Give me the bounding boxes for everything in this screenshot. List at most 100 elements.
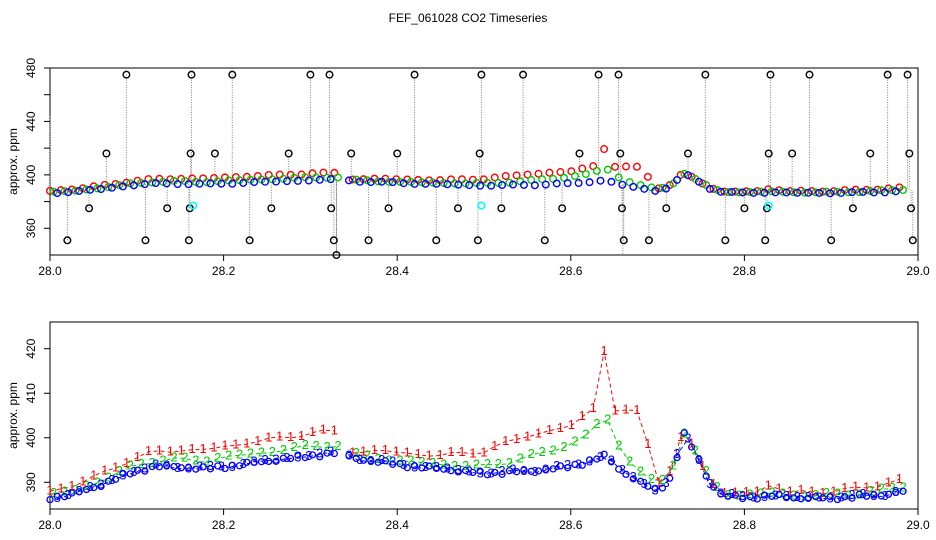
series-3-marker: 3: [848, 487, 855, 502]
series-2-marker: 2: [61, 483, 68, 498]
bottom-x-tick-label: 28.4: [386, 518, 410, 532]
series-3-point: [432, 179, 441, 188]
series-2-point: [560, 173, 569, 182]
flagged-point: [85, 204, 94, 213]
series-3-marker: 3: [695, 452, 702, 467]
series-1-point: [556, 168, 565, 177]
series-3-circle: [68, 489, 76, 497]
series-2-marker: 2: [214, 450, 221, 465]
series-3-circle: [542, 465, 550, 474]
series-1-point: [600, 145, 609, 154]
series-3-marker: 3: [728, 486, 735, 501]
series-1-marker: 1: [404, 445, 411, 460]
series-3-marker: 3: [433, 459, 440, 474]
series-2-point: [82, 185, 91, 194]
series-3-circle: [862, 492, 871, 500]
series-3-point: [694, 177, 703, 186]
series-3-point: [738, 188, 747, 197]
series-1-point: [611, 162, 620, 171]
series-1-point: [545, 168, 554, 177]
series-1-marker: 1: [232, 437, 239, 452]
series-2-marker: 2: [72, 482, 79, 497]
series-3-point: [673, 175, 682, 184]
series-3-point: [563, 179, 572, 188]
series-3-circle: [709, 483, 718, 491]
series-2-marker: 2: [473, 456, 480, 471]
series-3-point: [129, 181, 138, 190]
series-3-point: [140, 180, 149, 189]
flagged-point: [163, 204, 172, 213]
series-1-point: [534, 169, 543, 178]
flagged-point: [284, 149, 293, 158]
series-2-point: [658, 183, 667, 192]
series-3-marker: 3: [163, 458, 170, 473]
series-3-marker: 3: [174, 460, 181, 475]
bottom-y-tick-label: 420: [24, 338, 38, 358]
series-1-marker: 1: [601, 343, 608, 358]
series-3-marker: 3: [750, 489, 757, 504]
series-2-marker: 2: [170, 449, 177, 464]
series-3-marker: 3: [422, 459, 429, 474]
series-2-point: [538, 175, 547, 184]
series-1-marker: 1: [491, 438, 498, 453]
series-3-circle: [359, 456, 368, 464]
series-3-marker: 3: [444, 460, 451, 475]
series-2-marker: 2: [236, 447, 243, 462]
series-1-marker: 1: [557, 420, 564, 435]
flagged-point: [228, 70, 237, 79]
series-3-circle: [184, 463, 193, 472]
series-1-marker: 1: [382, 442, 389, 457]
series-3-circle: [593, 455, 601, 463]
series-3-circle: [636, 477, 645, 485]
top-y-axis-label: approx. ppm: [6, 128, 20, 195]
series-2-marker: 2: [127, 458, 134, 473]
flagged-point: [329, 236, 338, 245]
series-2-point: [767, 187, 776, 196]
series-1-marker: 1: [360, 444, 367, 459]
series-2-marker: 2: [429, 455, 436, 470]
series-2-point: [450, 179, 459, 188]
series-3-point: [272, 177, 281, 186]
series-2-marker: 2: [484, 456, 491, 471]
series-2-point: [833, 187, 842, 196]
series-2-marker: 2: [528, 446, 535, 461]
flagged-point: [788, 149, 797, 158]
series-3-circle: [841, 493, 849, 501]
bottom-x-tick-label: 28.6: [559, 518, 583, 532]
top-x-tick-label: 29.0: [906, 264, 930, 278]
series-3-circle: [141, 467, 149, 475]
flagged-point: [540, 236, 549, 245]
series-3-point: [118, 182, 127, 191]
series-1-marker: 1: [786, 484, 793, 499]
series-2-marker: 2: [539, 444, 546, 459]
series-3-circle: [491, 468, 499, 477]
series-1-point: [490, 173, 499, 182]
series-1-marker: 1: [622, 401, 629, 416]
series-1-marker: 1: [123, 455, 130, 470]
series-3-point: [465, 181, 474, 190]
flagged-point: [805, 70, 814, 79]
series-3-circle: [578, 461, 586, 469]
series-3-circle: [199, 463, 207, 471]
series-1-marker: 1: [852, 479, 859, 494]
flagged-point: [325, 70, 334, 79]
series-2-point: [581, 170, 590, 179]
flagged-point: [618, 204, 627, 213]
series-2-point: [888, 186, 897, 195]
series-3-circle: [870, 491, 878, 499]
series-3-circle: [60, 493, 69, 501]
series-3-point: [487, 181, 496, 190]
series-2-point: [148, 178, 157, 187]
series-3-circle: [228, 461, 236, 469]
series-1-point: [348, 175, 357, 184]
series-3-marker: 3: [130, 464, 137, 479]
series-1-point: [275, 170, 284, 179]
series-3-marker: 3: [870, 488, 877, 503]
series-3-point: [228, 179, 237, 188]
series-2-marker: 2: [768, 484, 775, 499]
series-3-marker: 3: [761, 489, 768, 504]
series-3-circle: [396, 459, 404, 468]
series-1-marker: 1: [666, 463, 673, 478]
series-3-circle: [82, 485, 91, 494]
flagged-point: [614, 70, 623, 79]
